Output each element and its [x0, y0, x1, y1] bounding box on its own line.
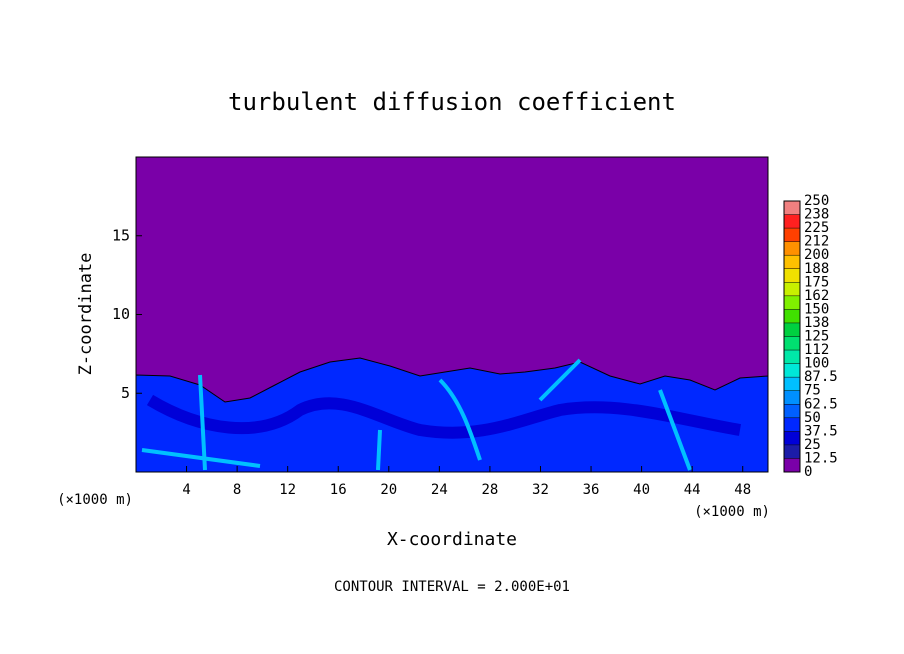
colorbar-label: 225	[804, 220, 829, 236]
x-tick-label: 20	[380, 482, 397, 498]
colorbar-segment	[784, 350, 800, 364]
x-axis-label: X-coordinate	[387, 529, 517, 550]
colorbar-segment	[784, 363, 800, 378]
colorbar-segment	[784, 201, 800, 215]
colorbar-segment	[784, 214, 800, 229]
chart-title: turbulent diffusion coefficient	[228, 88, 676, 116]
colorbar-label: 62.5	[804, 396, 838, 412]
x-tick-label: 4	[182, 482, 190, 498]
x-tick-label: 40	[633, 482, 650, 498]
x-tick-label: 48	[734, 482, 751, 498]
footer-note: CONTOUR INTERVAL = 2.000E+01	[334, 579, 570, 595]
colorbar-segment	[784, 377, 800, 391]
colorbar-segment	[784, 295, 800, 310]
colorbar-label: 112	[804, 342, 829, 358]
field-layer	[146, 394, 741, 439]
y-tick-label: 15	[112, 226, 130, 244]
x-tick-label: 32	[532, 482, 549, 498]
axis-unit-label: (×1000 m)	[57, 492, 133, 508]
colorbar-label: 150	[804, 301, 829, 317]
x-tick-label: 24	[431, 482, 448, 498]
colorbar-segment	[784, 444, 800, 459]
colorbar-label: 125	[804, 329, 829, 345]
field-streak	[141, 358, 692, 471]
x-tick-label: 12	[279, 482, 296, 498]
colorbar-segment	[784, 417, 800, 432]
colorbar-segment	[784, 458, 800, 472]
field	[135, 156, 769, 473]
colorbar-label: 25	[804, 437, 821, 453]
y-tick-label: 10	[112, 305, 130, 323]
colorbar-segment	[784, 228, 800, 242]
colorbar-label: 75	[804, 383, 821, 399]
colorbar-label: 250	[804, 193, 829, 209]
colorbar-label: 162	[804, 288, 829, 304]
colorbar-segment	[784, 431, 800, 445]
colorbar-label: 100	[804, 356, 829, 372]
colorbar-label: 200	[804, 247, 829, 263]
x-tick-label: 36	[583, 482, 600, 498]
colorbar-label: 87.5	[804, 369, 838, 385]
colorbar-segment	[784, 282, 800, 296]
colorbar-segment	[784, 322, 800, 337]
colorbar-label: 212	[804, 234, 829, 250]
x-tick-label: 16	[330, 482, 347, 498]
x-tick-label: 28	[481, 482, 498, 498]
colorbar-label: 50	[804, 410, 821, 426]
colorbar-label: 188	[804, 261, 829, 277]
colorbar-label: 175	[804, 274, 829, 290]
colorbar-label: 0	[804, 464, 812, 480]
colorbar-segment	[784, 404, 800, 418]
x-tick-label: 8	[233, 482, 241, 498]
y-tick-label: 5	[121, 384, 130, 402]
colorbar-label: 238	[804, 207, 829, 223]
colorbar-segment	[784, 309, 800, 323]
colorbar-label: 12.5	[804, 450, 838, 466]
colorbar-segment	[784, 336, 800, 351]
colorbar-segment	[784, 390, 800, 405]
colorbar-segment	[784, 241, 800, 256]
colorbar-segment	[784, 268, 800, 283]
axis-unit-label: (×1000 m)	[694, 504, 770, 520]
field-layer	[135, 357, 769, 473]
colorbar-segment	[784, 255, 800, 269]
colorbar-label: 138	[804, 315, 829, 331]
colorbar-label: 37.5	[804, 423, 838, 439]
x-tick-label: 44	[684, 482, 701, 498]
y-axis-label: Z-coordinate	[76, 253, 96, 376]
